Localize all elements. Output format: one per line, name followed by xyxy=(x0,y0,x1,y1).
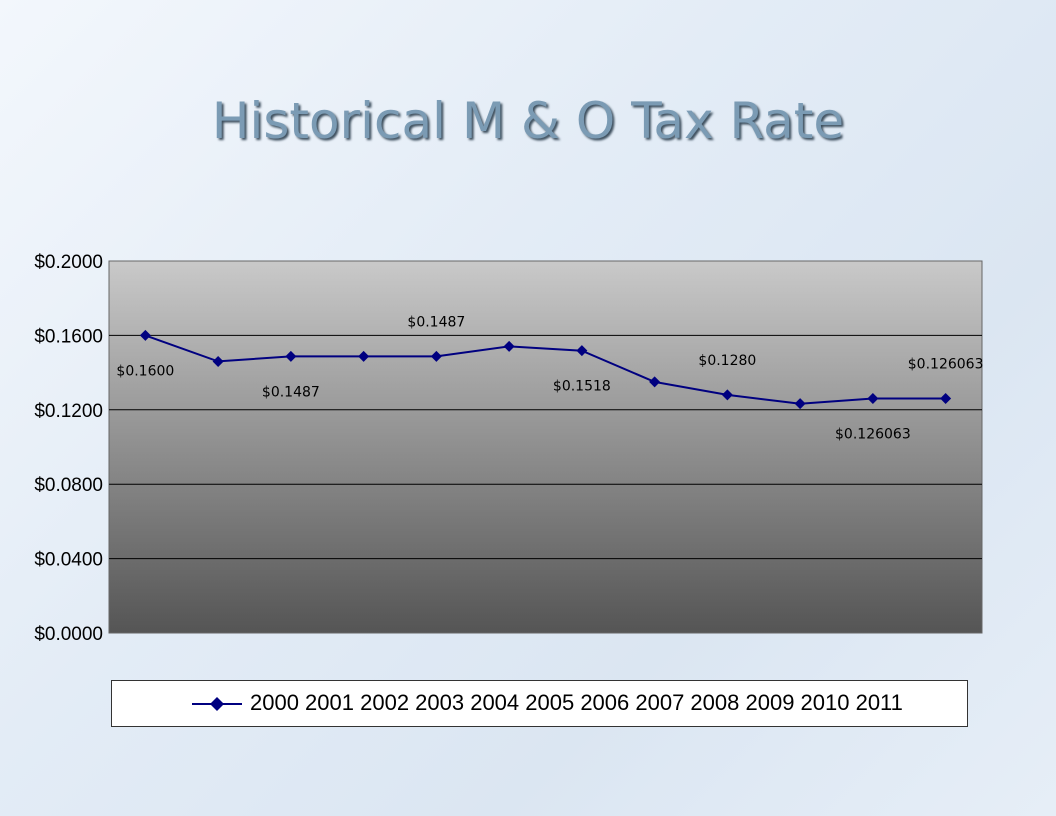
legend-label: 2000 2001 2002 2003 2004 2005 2006 2007 … xyxy=(250,690,903,715)
data-point-2003 xyxy=(358,350,370,362)
data-point-2011 xyxy=(940,393,952,405)
y-tick-label: $0.1200 xyxy=(34,401,103,422)
gridlines xyxy=(109,334,982,560)
y-tick-label: $0.2000 xyxy=(34,252,103,273)
data-labels: $0.1600 $0.1487 $0.1487 $0.1518 $0.1280 $0.12… xyxy=(116,314,983,442)
data-label: $0.1487 xyxy=(262,384,320,400)
data-point-2005 xyxy=(503,340,515,352)
page-title: Historical M & O Tax Rate xyxy=(211,92,845,150)
data-point-2006 xyxy=(576,345,588,357)
data-label: $0.126063 xyxy=(908,357,984,373)
data-label: $0.1518 xyxy=(553,379,611,395)
data-label: $0.1280 xyxy=(698,353,756,369)
series-line xyxy=(145,334,946,405)
y-tick-label: $0.0400 xyxy=(34,550,103,571)
chart-legend: 2000 2001 2002 2003 2004 2005 2006 2007 … xyxy=(111,680,968,727)
data-point-2004 xyxy=(430,350,442,362)
series-markers xyxy=(139,329,952,410)
data-label: $0.1600 xyxy=(116,363,174,379)
data-point-2000 xyxy=(139,329,151,341)
data-point-2001 xyxy=(212,355,224,367)
y-tick-label: $0.0800 xyxy=(34,475,103,496)
data-label: $0.126063 xyxy=(835,427,911,443)
data-point-2008 xyxy=(721,389,733,401)
plot-area xyxy=(108,260,983,634)
data-point-2002 xyxy=(285,350,297,362)
data-point-2010 xyxy=(867,393,879,405)
y-tick-label: $0.0000 xyxy=(34,624,103,645)
y-axis-ticks: $0.2000 $0.1600 $0.1200 $0.0800 $0.0400 $0.00… xyxy=(34,252,103,645)
data-point-2007 xyxy=(649,376,661,388)
data-label: $0.1487 xyxy=(407,314,465,330)
legend-swatch xyxy=(192,697,242,711)
y-tick-label: $0.1600 xyxy=(34,326,103,347)
data-point-2009 xyxy=(794,398,806,410)
